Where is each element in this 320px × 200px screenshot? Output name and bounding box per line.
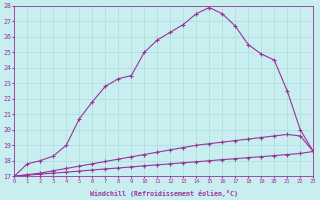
X-axis label: Windchill (Refroidissement éolien,°C): Windchill (Refroidissement éolien,°C) — [90, 190, 238, 197]
